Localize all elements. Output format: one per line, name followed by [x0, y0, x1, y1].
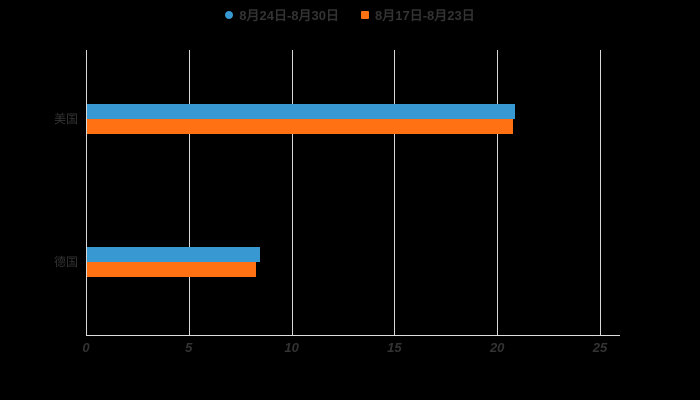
y-category-label-1: 德国 [53, 254, 78, 269]
gridline-x-10 [291, 50, 293, 335]
gridline-x-5 [188, 50, 190, 335]
x-tick-label-20: 20 [489, 340, 505, 355]
x-tick-label-5: 5 [185, 340, 193, 355]
x-tick-label-15: 15 [387, 340, 402, 355]
gridline-x-0 [86, 50, 87, 335]
bar-美国-series-1 [87, 119, 513, 135]
x-tick-label-10: 10 [284, 340, 299, 355]
legend-item-1[interactable]: 8月17日-8月23日 [361, 9, 475, 22]
bar-美国-series-0 [87, 104, 515, 120]
legend-item-label: 8月17日-8月23日 [375, 7, 475, 23]
legend-square-marker-icon [361, 11, 369, 19]
bar-德国-series-0 [87, 246, 260, 262]
x-tick-label-0: 0 [82, 340, 90, 355]
y-category-label-0: 美国 [53, 112, 78, 127]
legend-item-label: 8月24日-8月30日 [239, 7, 339, 23]
gridline-x-25 [600, 50, 601, 335]
legend-item-0[interactable]: 8月24日-8月30日 [225, 9, 339, 22]
legend-circle-marker-icon [225, 11, 234, 19]
bar-德国-series-1 [87, 261, 256, 277]
gridline-x-20 [497, 50, 499, 335]
x-tick-label-25: 25 [592, 340, 608, 355]
legend: 8月24日-8月30日 8月17日-8月23日 [0, 6, 700, 24]
x-axis-line [86, 335, 620, 336]
gridline-x-15 [394, 50, 396, 335]
